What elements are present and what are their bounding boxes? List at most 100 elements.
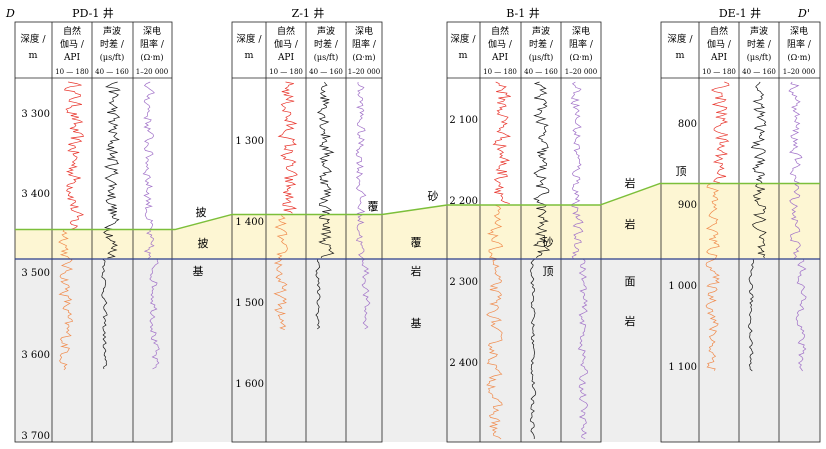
header-gamma: 自然 伽马 / API 10 — 180 — [702, 25, 736, 76]
well-pd-1: D PD-1 井 3 300 3 400 3 500 3 600 3 700 — [5, 6, 173, 443]
header-sonic: 声波 时差 / (μs/ft) 40 — 160 — [742, 25, 776, 76]
header-depth: 深度 / m — [667, 33, 693, 61]
sonic-curve — [748, 258, 754, 372]
sonic-curve — [532, 81, 551, 259]
cap-sand-top-line — [15, 182, 820, 231]
svg-text:(Ω·m): (Ω·m) — [352, 53, 375, 62]
svg-text:声波: 声波 — [103, 25, 121, 37]
depth-tick-label: 2 300 — [449, 277, 478, 288]
cap-label-char: 岩 — [625, 217, 636, 231]
cap-label-char: 覆 — [368, 200, 379, 213]
svg-text:时差 /: 时差 / — [529, 38, 554, 50]
svg-text:阻率 /: 阻率 / — [352, 38, 377, 50]
svg-text:伽马 /: 伽马 / — [60, 38, 85, 50]
svg-text:1–20 000: 1–20 000 — [136, 68, 168, 76]
svg-text:深电: 深电 — [143, 25, 161, 37]
svg-text:m: m — [244, 50, 253, 61]
svg-text:40 — 160: 40 — 160 — [309, 68, 343, 76]
svg-text:深电: 深电 — [355, 25, 373, 37]
well-de-1: DE-1 井 D' 800 900 1 000 1 100 — [660, 6, 821, 443]
svg-text:声波: 声波 — [750, 25, 768, 37]
depth-tick-label: 3 600 — [21, 350, 50, 361]
gamma-ray-curve — [277, 81, 298, 214]
svg-text:时差 /: 时差 / — [747, 38, 772, 50]
header-resistivity: 深电 阻率 / (Ω·m) 1–20 000 — [565, 25, 597, 76]
header-depth: 深度 / m — [20, 33, 46, 61]
cap-label-char: 顶 — [676, 165, 687, 178]
svg-text:深电: 深电 — [790, 25, 808, 37]
svg-text:(μs/ft): (μs/ft) — [747, 53, 771, 62]
depth-tick-label: 3 400 — [21, 189, 50, 200]
svg-text:深电: 深电 — [572, 25, 590, 37]
svg-text:阻率 /: 阻率 / — [140, 38, 165, 50]
header-sonic: 声波 时差 / (μs/ft) 40 — 160 — [309, 25, 343, 76]
well-name: Z-1 井 — [292, 6, 325, 20]
resistivity-curve — [570, 81, 584, 259]
base-label-char: 岩 — [411, 264, 422, 278]
gamma-ray-curve — [58, 229, 74, 371]
depth-tick-label: 1 300 — [235, 136, 264, 147]
resistivity-curve — [149, 258, 160, 370]
header-sonic: 声波 时差 / (μs/ft) 40 — 160 — [95, 25, 129, 76]
svg-text:时差 /: 时差 / — [314, 38, 339, 50]
svg-text:声波: 声波 — [317, 25, 335, 37]
svg-text:伽马 /: 伽马 / — [488, 38, 513, 50]
depth-tick-label: 800 — [678, 119, 697, 130]
svg-text:阻率 /: 阻率 / — [787, 38, 812, 50]
base-label-char: 岩 — [625, 314, 636, 328]
gamma-ray-curve — [63, 81, 85, 230]
svg-text:10 — 180: 10 — 180 — [269, 68, 303, 76]
base-label-char: 顶 — [543, 265, 554, 278]
svg-text:深度 /: 深度 / — [450, 33, 476, 45]
gamma-ray-curve — [710, 81, 730, 184]
depth-tick-label: 1 100 — [668, 362, 697, 373]
svg-text:API: API — [710, 53, 728, 63]
cap-label-char: 披 — [196, 205, 207, 219]
cap-label-char: 覆 — [411, 236, 422, 249]
svg-text:深度 /: 深度 / — [236, 33, 262, 45]
svg-text:10 — 180: 10 — 180 — [55, 68, 89, 76]
svg-text:API: API — [491, 53, 509, 63]
svg-text:自然: 自然 — [491, 25, 509, 37]
svg-text:自然: 自然 — [277, 25, 295, 37]
cap-label-char: 岩 — [625, 176, 636, 190]
gamma-ray-curve — [486, 204, 504, 440]
svg-text:深度 /: 深度 / — [667, 33, 693, 45]
depth-tick-label: 900 — [678, 200, 697, 211]
header-resistivity: 深电 阻率 / (Ω·m) 1–20 000 — [348, 25, 380, 76]
sonic-curve — [101, 258, 108, 370]
header-resistivity: 深电 阻率 / (Ω·m) 1–20 000 — [783, 25, 815, 76]
depth-tick-label: 3 700 — [21, 431, 50, 442]
cap-label-char: 披 — [198, 236, 209, 250]
cap-sand-zone — [15, 183, 820, 259]
svg-text:40 — 160: 40 — 160 — [524, 68, 558, 76]
well-b-1: B-1 井 2 100 2 200 2 300 2 400 — [446, 6, 602, 443]
well-name: B-1 井 — [506, 6, 540, 20]
svg-text:阻率 /: 阻率 / — [569, 38, 594, 50]
resistivity-curve — [577, 258, 588, 440]
svg-text:(Ω·m): (Ω·m) — [787, 53, 810, 62]
resistivity-curve — [795, 258, 807, 372]
depth-tick-label: 1 000 — [668, 281, 697, 292]
gamma-ray-curve — [705, 183, 720, 371]
depth-tick-label: 1 600 — [235, 379, 264, 390]
sonic-curve — [750, 81, 767, 259]
resistivity-curve — [355, 81, 367, 259]
svg-text:自然: 自然 — [63, 25, 81, 37]
svg-text:伽马 /: 伽马 / — [707, 38, 732, 50]
svg-text:10 — 180: 10 — 180 — [702, 68, 736, 76]
sonic-curve — [103, 81, 121, 259]
svg-text:深度 /: 深度 / — [20, 33, 46, 45]
svg-text:(μs/ft): (μs/ft) — [100, 53, 124, 62]
svg-text:m: m — [458, 50, 467, 61]
svg-text:API: API — [277, 53, 295, 63]
svg-text:(μs/ft): (μs/ft) — [529, 53, 553, 62]
sonic-curve — [529, 258, 537, 440]
depth-tick-label: 1 500 — [235, 298, 264, 309]
depth-axis: 2 100 2 200 2 300 2 400 — [449, 115, 478, 369]
svg-text:(Ω·m): (Ω·m) — [140, 53, 163, 62]
header-sonic: 声波 时差 / (μs/ft) 40 — 160 — [524, 25, 558, 76]
depth-tick-label: 2 200 — [449, 196, 478, 207]
svg-text:声波: 声波 — [532, 25, 550, 37]
